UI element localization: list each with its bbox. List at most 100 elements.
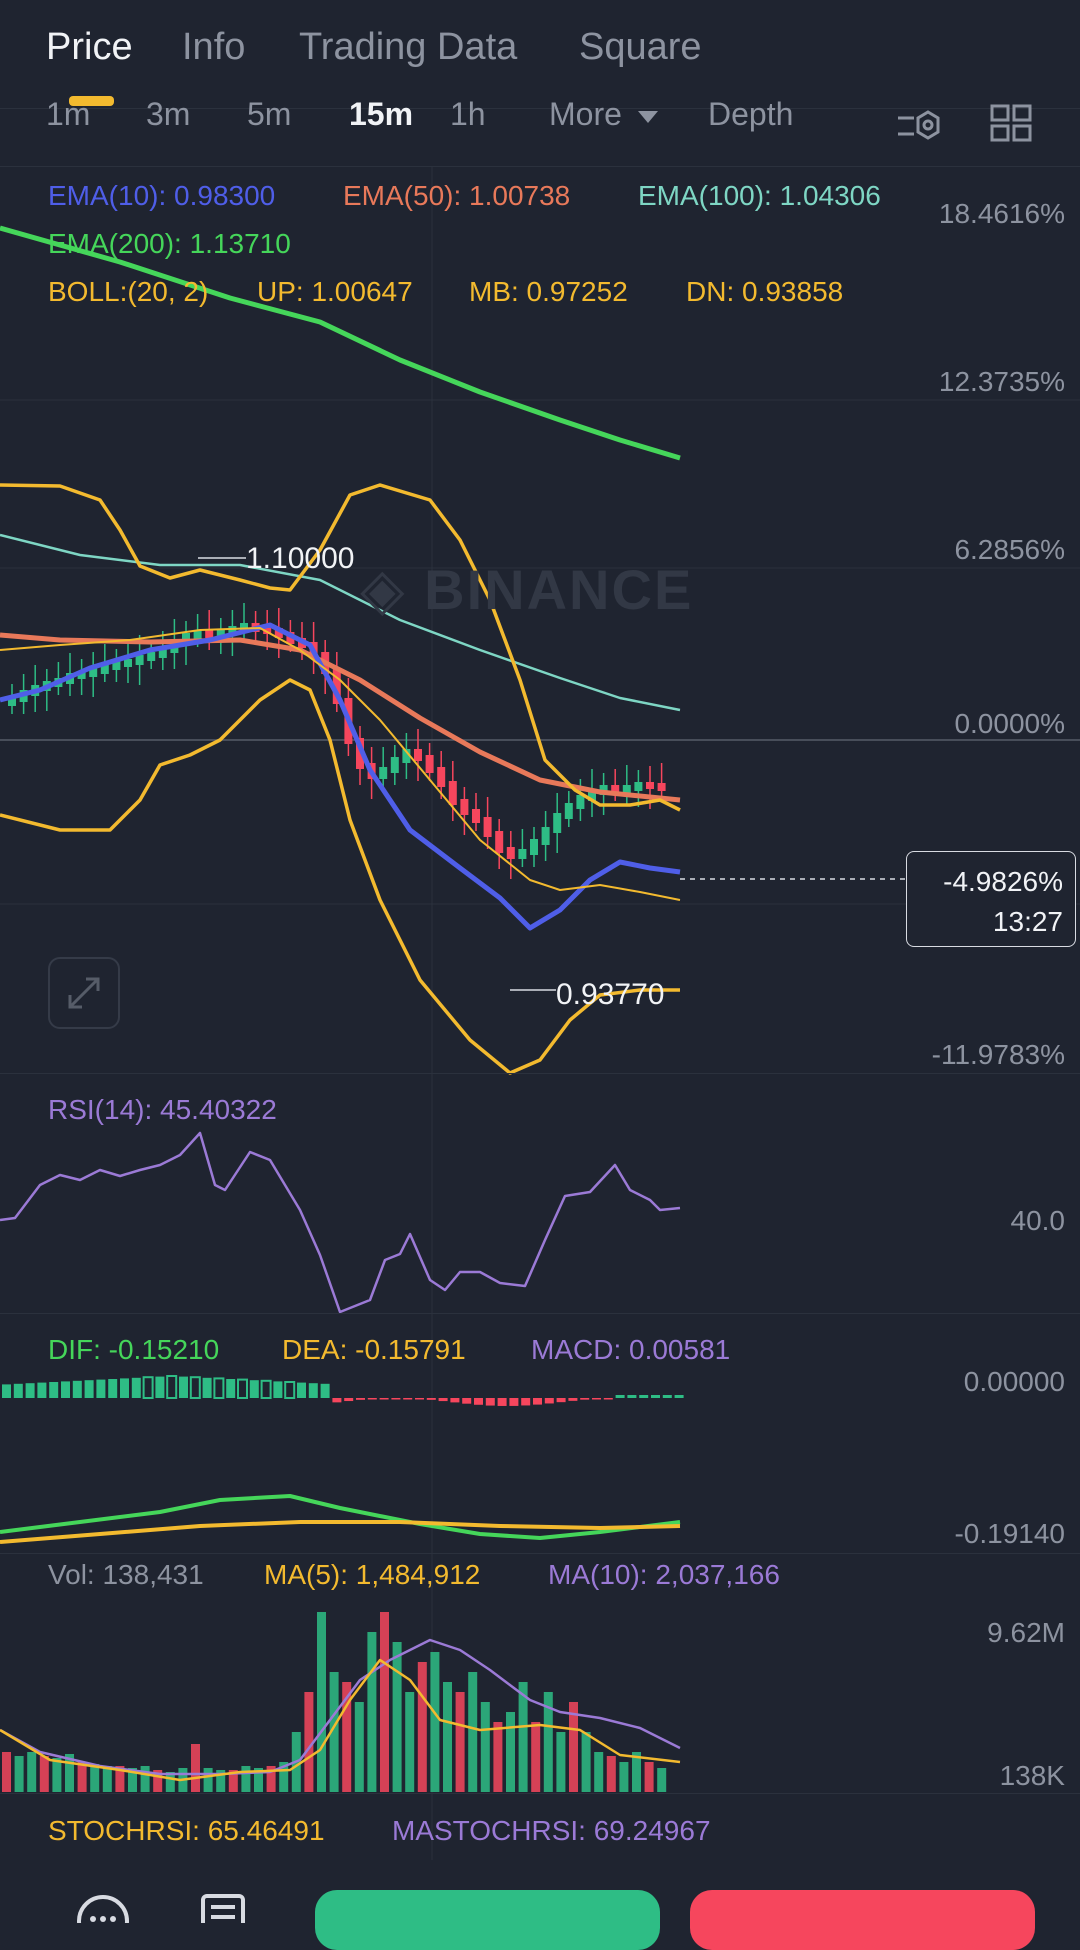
macd-histogram-bar — [521, 1398, 530, 1405]
rsi-line — [0, 1133, 680, 1312]
ema100-legend: EMA(100): 1.04306 — [638, 180, 881, 212]
buy-button[interactable] — [315, 1890, 660, 1950]
volume-bar — [493, 1722, 502, 1792]
macd-histogram-bar — [61, 1381, 70, 1398]
volume-bar — [405, 1692, 414, 1792]
macd-histogram-bar — [474, 1398, 483, 1405]
volume-bar — [355, 1702, 364, 1792]
macd-histogram-bar — [37, 1383, 46, 1398]
volume-bar — [481, 1702, 490, 1792]
macd-histogram-bar — [321, 1384, 330, 1398]
macd-histogram-bar — [14, 1384, 23, 1398]
candle-body — [147, 652, 155, 661]
price-axis-label: 6.2856% — [954, 534, 1065, 566]
volume-bar — [2, 1752, 11, 1792]
mastochrsi-legend: MASTOCHRSI: 69.24967 — [392, 1815, 711, 1847]
price-axis-label: 12.3735% — [939, 366, 1065, 398]
volume-bar — [657, 1768, 666, 1792]
macd-histogram-bar — [297, 1383, 306, 1398]
macd-histogram-bar — [462, 1398, 471, 1404]
macd-histogram-bar — [486, 1398, 495, 1406]
candle-body — [646, 782, 654, 789]
macd-histogram-bar — [191, 1377, 200, 1398]
stochrsi-legend: STOCHRSI: 65.46491 — [48, 1815, 325, 1847]
macd-histogram-bar — [120, 1378, 129, 1398]
fullscreen-button[interactable] — [48, 957, 120, 1029]
macd-histogram-bar — [262, 1381, 271, 1398]
candle-body — [623, 785, 631, 793]
macd-histogram-bar — [651, 1395, 660, 1398]
ema200-legend: EMA(200): 1.13710 — [48, 228, 291, 260]
volume-axis-bottom: 138K — [1000, 1760, 1065, 1792]
macd-histogram-bar — [498, 1398, 507, 1406]
ema50-legend: EMA(50): 1.00738 — [343, 180, 570, 212]
volume-ma10-legend: MA(10): 2,037,166 — [548, 1559, 780, 1591]
macd-histogram-bar — [368, 1398, 377, 1400]
candle-body — [391, 757, 399, 773]
candle-countdown: 13:27 — [919, 902, 1063, 942]
panel-divider — [0, 1793, 1080, 1794]
boll-mb-legend: MB: 0.97252 — [469, 276, 628, 308]
volume-axis-top: 9.62M — [987, 1617, 1065, 1649]
volume-bar — [582, 1732, 591, 1792]
volume-bar — [204, 1768, 213, 1792]
macd-histogram-bar — [533, 1398, 542, 1405]
volume-bar — [52, 1758, 61, 1792]
macd-histogram-bar — [49, 1382, 58, 1398]
macd-histogram-bar — [415, 1398, 424, 1400]
chat-icon[interactable] — [75, 1893, 131, 1923]
volume-bar — [367, 1632, 376, 1792]
macd-histogram-bar — [580, 1398, 589, 1400]
macd-histogram-bar — [616, 1395, 625, 1398]
candle-body — [449, 781, 457, 805]
candle-body — [484, 817, 492, 837]
candle-body — [205, 630, 213, 638]
volume-bar — [27, 1752, 36, 1792]
macd-histogram-bar — [509, 1398, 518, 1406]
high-price-label: 1.10000 — [246, 542, 354, 576]
volume-bar — [380, 1612, 389, 1792]
sell-button[interactable] — [690, 1890, 1035, 1950]
candle-body — [414, 749, 422, 761]
volume-bar — [141, 1766, 150, 1792]
macd-histogram-bar — [96, 1380, 105, 1398]
candle-body — [460, 799, 468, 815]
rsi-legend: RSI(14): 45.40322 — [48, 1094, 277, 1126]
candle-body — [530, 839, 538, 855]
watermark-text: BINANCE — [424, 558, 693, 621]
volume-bar — [531, 1722, 540, 1792]
current-change: -4.9826% — [919, 862, 1063, 902]
macd-histogram-bar — [85, 1380, 94, 1398]
macd-histogram-bar — [356, 1398, 365, 1400]
volume-bar — [468, 1672, 477, 1792]
candle-body — [426, 755, 434, 773]
macd-histogram-bar — [273, 1381, 282, 1398]
macd-histogram-bar — [332, 1398, 341, 1402]
volume-bar — [191, 1744, 200, 1792]
candle-body — [437, 767, 445, 787]
macd-histogram-bar — [450, 1398, 459, 1402]
candle-body — [495, 831, 503, 853]
volume-bar — [430, 1652, 439, 1792]
candle-body — [379, 767, 387, 779]
boll-params-legend: BOLL:(20, 2) — [48, 276, 208, 308]
macd-histogram-bar — [2, 1384, 11, 1398]
candle-body — [507, 847, 515, 859]
candle-body — [658, 783, 666, 791]
macd-histogram-bar — [309, 1383, 318, 1398]
macd-histogram-bar — [214, 1378, 223, 1398]
volume-bar — [619, 1762, 628, 1792]
panel-divider — [0, 1313, 1080, 1314]
boll-upper-line — [0, 485, 680, 810]
macd-axis-bottom: -0.19140 — [954, 1518, 1065, 1550]
macd-histogram-bar — [144, 1377, 153, 1398]
orders-icon[interactable] — [200, 1893, 246, 1923]
current-price-box: -4.9826% 13:27 — [906, 851, 1076, 947]
candle-body — [553, 813, 561, 833]
macd-dea-legend: DEA: -0.15791 — [282, 1334, 466, 1366]
macd-histogram-bar — [604, 1398, 613, 1400]
candle-body — [518, 849, 526, 859]
candle-body — [565, 803, 573, 819]
volume-bar — [418, 1662, 427, 1792]
panel-divider — [0, 1553, 1080, 1554]
